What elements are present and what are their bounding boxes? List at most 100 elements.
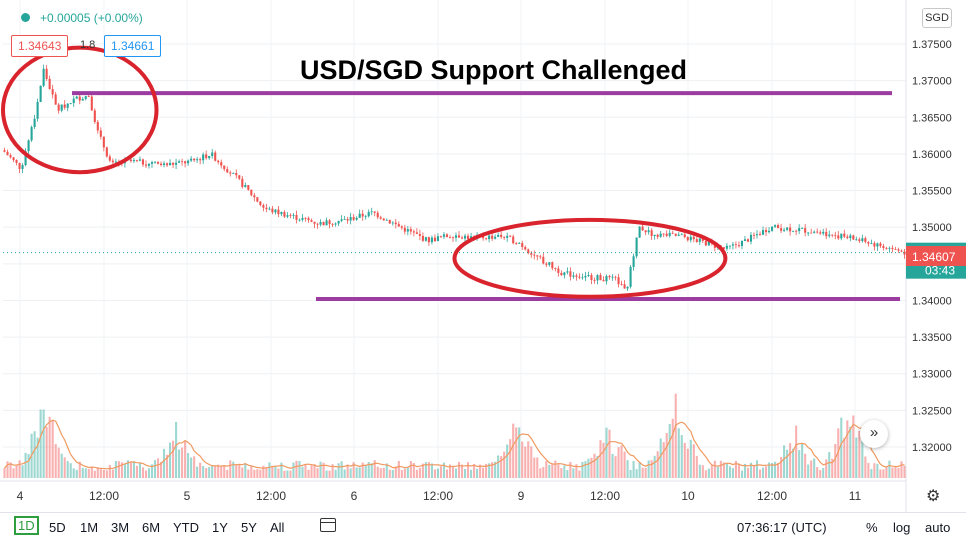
volume-bar [533,457,536,478]
timeframe-6m[interactable]: 6M [142,520,161,535]
volume-bar [307,469,310,478]
candle-body [370,211,373,213]
candle-body [897,249,900,251]
timeframe-5y[interactable]: 5Y [241,520,257,535]
timeframe-3m[interactable]: 3M [111,520,130,535]
candle-body [575,275,578,277]
volume-bar [54,444,57,478]
candle-body [75,96,78,99]
volume-bar [391,469,394,478]
volume-bar [674,393,677,478]
y-tick-label: 1.32000 [912,442,952,454]
volume-bar [819,470,822,478]
volume-bar [262,465,265,478]
candle-body [199,159,202,161]
timeframe-5d[interactable]: 5D [49,520,66,535]
x-tick-label: 12:00 [423,489,453,503]
candle-body [433,237,436,242]
candle-body [367,211,370,217]
candle-body [764,230,768,233]
timeframe-ytd[interactable]: YTD [173,520,199,535]
candle-body [307,218,310,221]
timeframe-all[interactable]: All [270,520,285,535]
percent-toggle[interactable]: % [866,520,878,535]
volume-bar [99,467,102,478]
candle-body [701,238,704,241]
candle-body [132,160,135,162]
candle-body [752,234,756,236]
candle-body [629,267,632,287]
candle-body [867,241,870,244]
candle-body [767,230,771,233]
volume-bar [298,461,301,478]
volume-bar [761,467,765,478]
utc-clock[interactable]: 07:36:17 (UTC) [737,520,827,535]
auto-toggle[interactable]: auto [925,520,951,535]
candle-body [578,276,581,278]
gear-icon[interactable]: ⚙ [926,488,941,505]
candle-body [650,230,653,237]
price-chart[interactable]: 1.37500 1.37000 1.36500 1.36000 1.35500 1.350… [0,0,966,512]
volume-bar [602,442,605,478]
candle-body [301,217,304,220]
candle-body [310,220,313,222]
volume-bar [57,447,60,478]
candle-body [771,226,774,231]
candle-body [503,237,506,238]
candle-body [843,233,846,237]
volume-bar [349,468,352,478]
candle-body [879,243,882,247]
x-tick-label: 11 [849,489,862,503]
volume-bar [752,464,756,478]
log-toggle[interactable]: log [893,520,911,535]
calendar-range-icon[interactable] [320,518,336,532]
candle-body [181,161,184,163]
candle-body [172,162,175,165]
candle-body [358,213,361,218]
candle-body [165,163,169,166]
timeframe-1m[interactable]: 1M [80,520,99,535]
candle-body [298,219,301,221]
candle-body [262,204,265,208]
candle-body [647,230,650,233]
sell-button[interactable]: 1.34643 [11,35,69,57]
candle-body [602,280,605,282]
volume-bar [764,466,768,478]
volume-bar [698,464,701,478]
candle-body [241,178,244,187]
scroll-to-realtime-button[interactable]: » [860,420,888,448]
candle-body [30,127,33,141]
volume-bar [680,435,683,478]
candle-body [852,235,855,240]
buy-button[interactable]: 1.34661 [104,35,162,57]
candle-body [457,235,461,238]
timeframe-1d[interactable]: 1D [14,516,39,535]
volume-bar [566,470,569,478]
candle-body [761,230,765,235]
volume-bar [527,441,530,478]
volume-bar [226,469,229,478]
candle-body [268,208,271,210]
volume-bar [656,451,659,478]
candle-body [683,234,686,238]
candle-body [758,234,762,235]
candle-body [418,234,421,236]
candle-body [412,231,415,233]
volume-bar [466,462,470,478]
candle-body [190,158,193,161]
candle-body [250,189,253,196]
volume-bar [397,460,400,478]
live-status-icon [21,13,30,22]
volume-bar [767,462,771,478]
candle-body [45,68,48,79]
volume-bar [485,463,488,478]
volume-bar [774,461,777,478]
volume-bar [725,463,728,478]
candle-body [87,96,90,97]
candle-body [488,235,491,240]
timeframe-1y[interactable]: 1Y [212,520,228,535]
candle-body [196,159,199,161]
volume-bar [373,460,376,478]
volume-bar [6,461,9,478]
currency-button[interactable]: SGD [922,8,952,28]
